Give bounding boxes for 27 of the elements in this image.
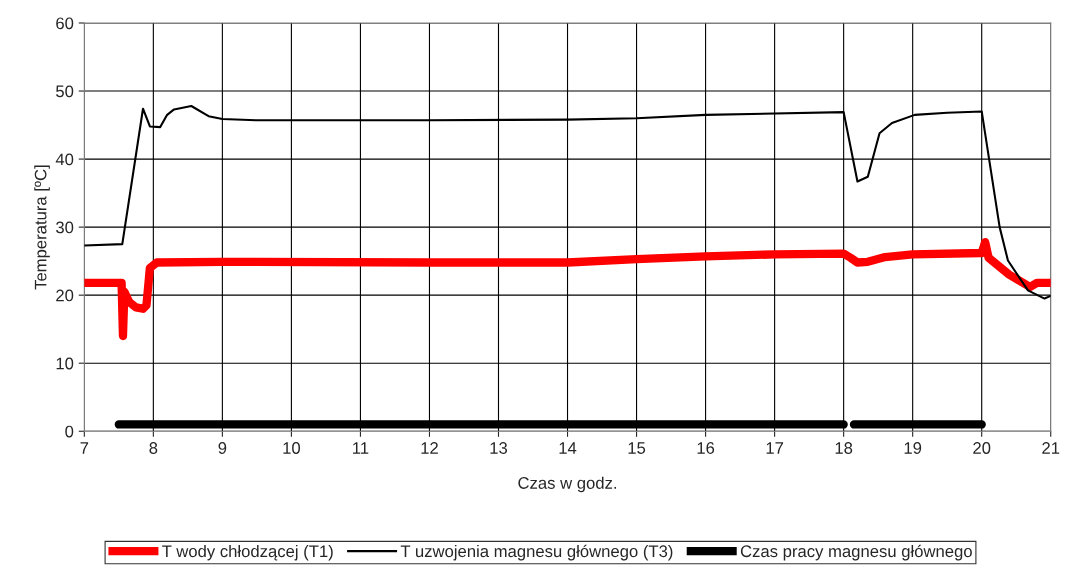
- x-tick-label: 20: [973, 442, 991, 454]
- y-tick-label: 60: [56, 17, 74, 30]
- y-tick-label: 30: [56, 221, 74, 234]
- y-tick-label: 50: [56, 85, 74, 98]
- y-tick-label: 0: [65, 425, 74, 438]
- x-tick-label: 9: [218, 442, 227, 454]
- x-tick-label: 19: [904, 442, 922, 454]
- x-tick-label: 8: [149, 442, 158, 454]
- y-tick-label: 10: [56, 357, 74, 370]
- legend-label: T uzwojenia magnesu głównego (T3): [400, 544, 673, 561]
- y-axis-title: Temperatura [ºC]: [34, 165, 50, 290]
- y-tick-label: 20: [56, 289, 74, 302]
- x-tick-label: 17: [766, 442, 784, 454]
- y-tick-label: 40: [55, 153, 74, 166]
- legend-label: T wody chłodzącej (T1): [162, 544, 333, 561]
- x-tick-label: 7: [80, 442, 89, 454]
- x-tick-label: 10: [283, 442, 301, 454]
- x-tick-label: 11: [353, 442, 369, 454]
- x-tick-label: 15: [628, 442, 646, 454]
- x-tick-label: 18: [835, 442, 853, 454]
- x-axis-title: Czas w godz.: [518, 476, 617, 493]
- x-tick-label: 21: [1042, 442, 1060, 454]
- x-tick-label: 16: [697, 442, 715, 454]
- x-tick-label: 12: [421, 442, 438, 454]
- x-tick-label: 14: [559, 442, 577, 454]
- legend-label: Czas pracy magnesu głównego: [740, 544, 972, 561]
- x-tick-label: 13: [490, 442, 508, 454]
